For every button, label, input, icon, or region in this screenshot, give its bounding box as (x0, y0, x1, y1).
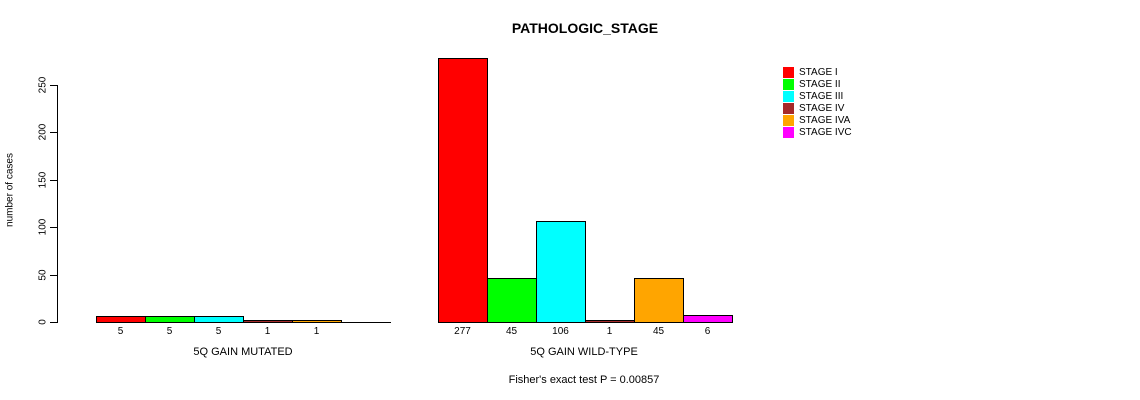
bar (243, 320, 293, 323)
y-tick-label: 250 (37, 76, 49, 94)
fisher-test-annotation: Fisher's exact test P = 0.00857 (508, 374, 660, 386)
legend-label: STAGE III (799, 91, 844, 102)
y-axis-line (57, 85, 58, 323)
bar (634, 278, 684, 323)
bar-value-label: 5 (166, 326, 173, 337)
legend-swatch (783, 127, 794, 138)
x-axis-label-mutated: 5Q GAIN MUTATED (193, 346, 293, 358)
legend-swatch (783, 103, 794, 114)
legend-label: STAGE IVA (799, 115, 851, 126)
bar-value-label: 106 (552, 326, 569, 337)
bar-value-label: 45 (505, 326, 518, 337)
legend-label: STAGE IV (799, 103, 845, 114)
y-tick (50, 180, 57, 181)
bar-value-label: 6 (704, 326, 711, 337)
y-tick (50, 132, 57, 133)
bar (536, 221, 586, 323)
legend-swatch (783, 67, 794, 78)
bar-value-label: 5 (117, 326, 124, 337)
bar-value-label: 277 (454, 326, 471, 337)
y-tick (50, 227, 57, 228)
y-tick-label: 100 (37, 218, 49, 236)
bar (438, 58, 488, 323)
bar (341, 322, 391, 323)
y-tick (50, 275, 57, 276)
bar-value-label: 1 (606, 326, 613, 337)
bar (292, 320, 342, 323)
legend-label: STAGE II (799, 79, 841, 90)
x-axis-label-wild-type: 5Q GAIN WILD-TYPE (530, 346, 638, 358)
legend-swatch (783, 91, 794, 102)
y-tick-label: 50 (37, 269, 49, 281)
y-axis-label: number of cases (4, 153, 16, 227)
bar (487, 278, 537, 323)
bar-value-label: 1 (264, 326, 271, 337)
y-tick-label: 200 (37, 123, 49, 141)
bar (145, 316, 195, 323)
bar-value-label: 45 (652, 326, 665, 337)
legend-label: STAGE IVC (799, 127, 852, 138)
bar (96, 316, 146, 323)
chart-title: PATHOLOGIC_STAGE (511, 20, 659, 36)
y-tick (50, 85, 57, 86)
bar (585, 320, 635, 323)
bar (194, 316, 244, 323)
legend-swatch (783, 79, 794, 90)
y-tick (50, 322, 57, 323)
y-tick-label: 0 (37, 319, 49, 325)
y-tick-label: 150 (37, 171, 49, 189)
bar (683, 315, 733, 323)
legend-label: STAGE I (799, 67, 838, 78)
bar-value-label: 5 (215, 326, 222, 337)
bar-value-label: 1 (313, 326, 320, 337)
legend-swatch (783, 115, 794, 126)
